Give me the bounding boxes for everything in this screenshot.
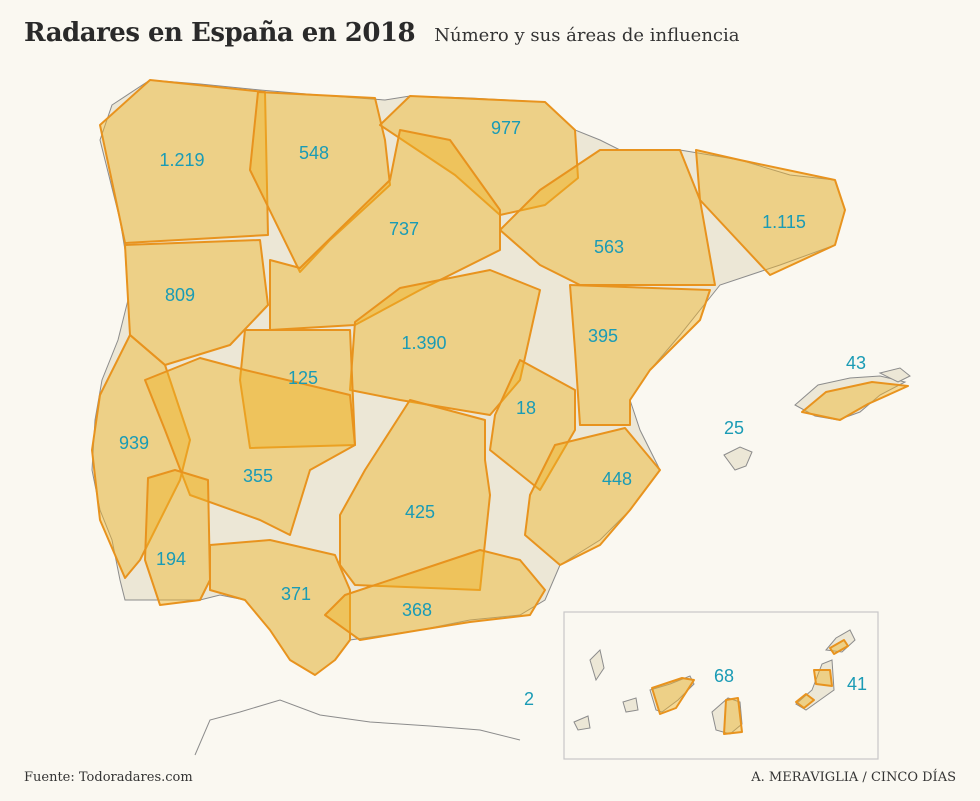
region-value-baleares: 43: [846, 353, 866, 373]
region-value-algarve: 194: [156, 549, 186, 569]
el-hierro-land: [573, 715, 591, 731]
zone-cataluna[interactable]: [695, 149, 846, 276]
region-value-ibiza: 25: [724, 418, 744, 438]
zone-castilla-leon[interactable]: [269, 129, 501, 331]
region-value-sevilla-cadiz: 371: [281, 584, 311, 604]
canary-islands-inset: [563, 611, 879, 760]
region-value-norte-portugal: 809: [165, 285, 195, 305]
region-value-pais-vasco-navarra: 977: [491, 118, 521, 138]
zone-cuenca-albacete[interactable]: [489, 359, 576, 491]
region-value-canarias-orientales: 41: [847, 674, 867, 694]
zone-extremadura[interactable]: [144, 357, 356, 536]
region-value-aragon: 563: [594, 237, 624, 257]
zone-salamanca-caceres[interactable]: [239, 329, 356, 449]
zone-valencia-castellon[interactable]: [569, 284, 711, 426]
zone-lanzarote[interactable]: [829, 639, 849, 655]
region-value-asturias-leon: 548: [299, 143, 329, 163]
map-subtitle: Número y sus áreas de influencia: [434, 25, 740, 46]
iberian-peninsula-land: [91, 79, 846, 676]
region-value-madrid: 1.390: [401, 333, 446, 353]
zone-tenerife[interactable]: [651, 677, 695, 715]
region-value-canarias-occidentales: 68: [714, 666, 734, 686]
zone-fuerteventura[interactable]: [795, 693, 815, 709]
zone-fuerteventura-north[interactable]: [813, 669, 833, 687]
region-value-galicia: 1.219: [159, 150, 204, 170]
region-value-extremadura: 355: [243, 466, 273, 486]
zone-baleares[interactable]: [801, 381, 909, 421]
region-value-cuenca-albacete: 18: [516, 398, 536, 418]
zone-algarve[interactable]: [144, 469, 211, 606]
header: Radares en España en 2018 Número y sus á…: [24, 18, 740, 48]
la-gomera-land: [622, 697, 639, 713]
map-title: Radares en España en 2018: [24, 18, 416, 48]
ibiza-land: [723, 446, 753, 471]
region-value-cataluna: 1.115: [762, 212, 806, 232]
la-palma-land: [589, 649, 605, 682]
region-value-ciudad-real-jaen: 425: [405, 502, 435, 522]
zone-asturias-leon[interactable]: [249, 91, 391, 273]
region-value-murcia-alicante: 448: [602, 469, 632, 489]
zone-portugal-centro[interactable]: [91, 334, 191, 579]
zone-gran-canaria[interactable]: [723, 697, 743, 735]
zone-sevilla-cadiz[interactable]: [209, 539, 351, 676]
source-note: Fuente: Todoradares.com: [24, 770, 193, 785]
region-value-castilla-leon: 737: [389, 219, 419, 239]
menorca-land: [878, 367, 911, 383]
region-value-malaga-granada: 368: [402, 600, 432, 620]
zone-pais-vasco-navarra[interactable]: [379, 95, 579, 216]
zone-malaga-granada[interactable]: [324, 549, 546, 641]
north-africa-coast: [194, 699, 521, 756]
region-value-ceuta-melilla: 2: [524, 689, 534, 709]
fuerteventura-land: [795, 659, 835, 711]
zone-galicia[interactable]: [99, 79, 269, 244]
region-value-valencia-castellon: 395: [588, 326, 618, 346]
region-value-portugal-centro: 939: [119, 433, 149, 453]
author-credit: A. MERAVIGLIA / CINCO DÍAS: [751, 770, 956, 785]
zone-murcia-alicante[interactable]: [524, 427, 661, 566]
zone-madrid[interactable]: [349, 269, 541, 416]
zone-ciudad-real-jaen[interactable]: [339, 399, 491, 591]
region-value-salamanca-caceres: 125: [288, 368, 318, 388]
